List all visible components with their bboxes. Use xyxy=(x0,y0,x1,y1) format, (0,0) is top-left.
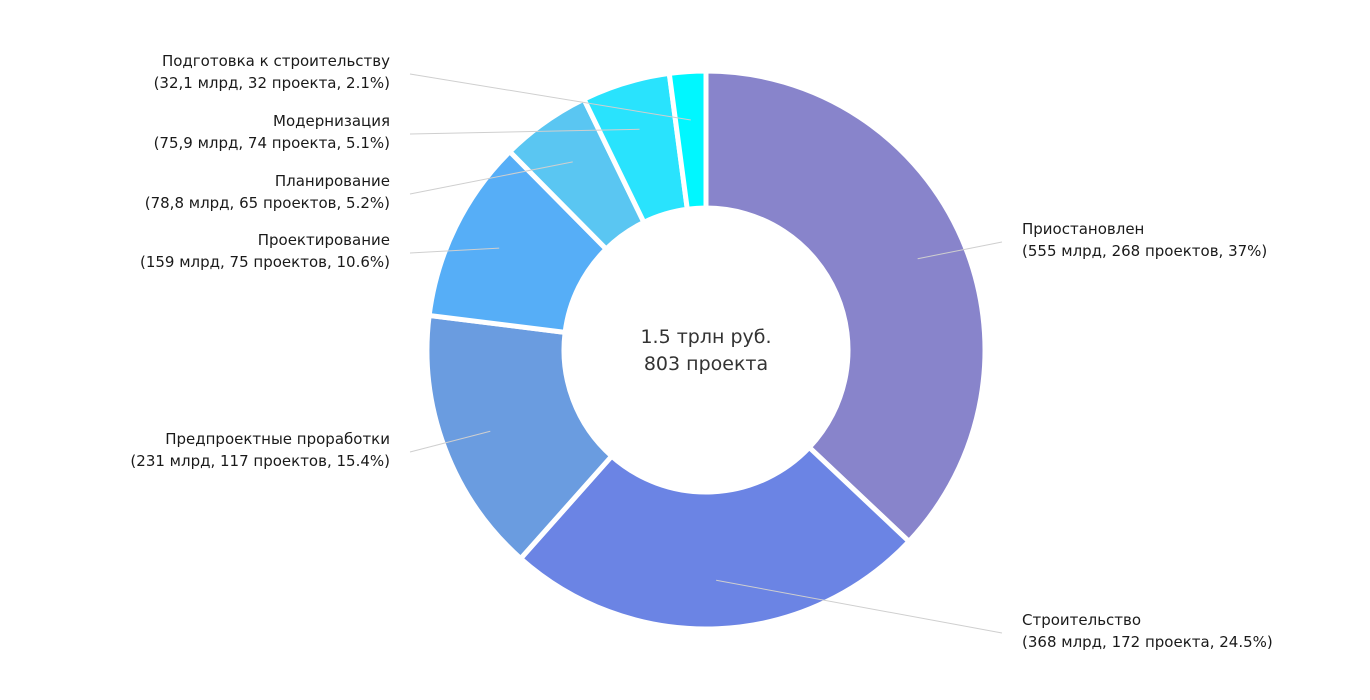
leader-line-1 xyxy=(716,579,1003,634)
slice-label-name-3: Проектирование xyxy=(258,231,390,249)
slice-label-detail-2: (231 млрд, 117 проектов, 15.4%) xyxy=(130,452,390,470)
leader-line-0 xyxy=(917,241,1003,260)
labels-group: Приостановлен (555 млрд, 268 проектов, 37… xyxy=(130,52,1272,651)
slice-label-detail-5: (75,9 млрд, 74 проекта, 5.1%) xyxy=(154,134,390,152)
slices-group xyxy=(424,68,988,632)
donut-slice-1[interactable] xyxy=(517,443,913,632)
slice-label-name-6: Подготовка к строительству xyxy=(162,52,390,70)
donut-slice-2[interactable] xyxy=(424,312,616,563)
leader-line-6 xyxy=(409,73,691,121)
slice-label-detail-4: (78,8 млрд, 65 проектов, 5.2%) xyxy=(145,194,390,212)
slice-label-name-1: Строительство xyxy=(1022,611,1141,629)
slice-label-detail-1: (368 млрд, 172 проекта, 24.5%) xyxy=(1022,633,1273,651)
leader-lines-group xyxy=(409,73,1003,634)
donut-slice-0[interactable] xyxy=(703,68,988,545)
donut-slice-6[interactable] xyxy=(666,68,709,213)
center-total-label: 1.5 трлн руб. xyxy=(640,326,771,348)
slice-label-detail-0: (555 млрд, 268 проектов, 37%) xyxy=(1022,242,1267,260)
leader-line-4 xyxy=(409,161,573,195)
center-count-label: 803 проекта xyxy=(644,353,768,375)
leader-line-2 xyxy=(409,430,491,453)
slice-label-detail-3: (159 млрд, 75 проектов, 10.6%) xyxy=(140,253,390,271)
slice-label-name-2: Предпроектные проработки xyxy=(165,430,390,448)
slice-label-name-5: Модернизация xyxy=(273,112,390,130)
leader-line-3 xyxy=(409,247,500,254)
leader-line-5 xyxy=(409,128,640,135)
slice-label-detail-6: (32,1 млрд, 32 проекта, 2.1%) xyxy=(154,74,390,92)
slice-label-name-4: Планирование xyxy=(275,172,390,190)
slice-label-name-0: Приостановлен xyxy=(1022,220,1144,238)
